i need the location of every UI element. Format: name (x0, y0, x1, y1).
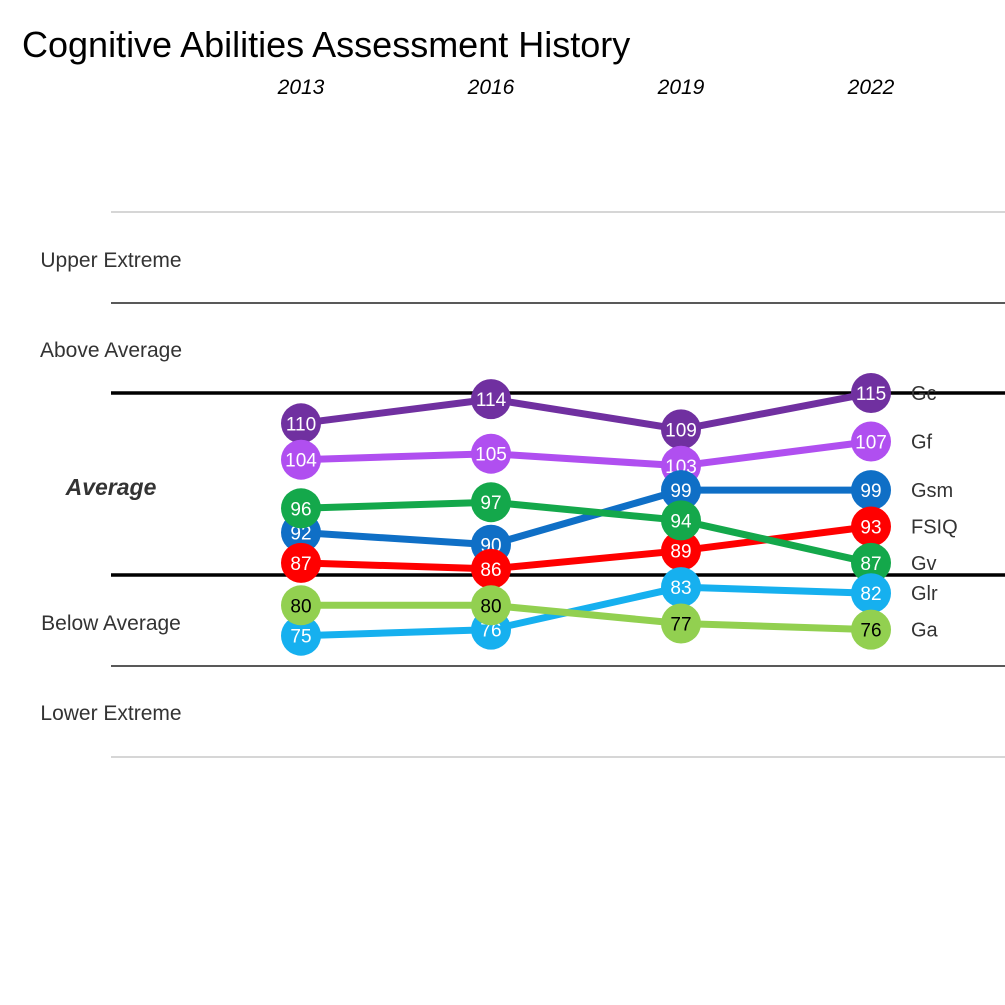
series-line-gv (297, 498, 875, 567)
year-labels: 2013 2016 2019 2022 (277, 76, 895, 99)
series-line-gc (297, 389, 875, 433)
data-label-glr-2016: 76 (480, 621, 501, 642)
data-point-gf-2013 (281, 439, 321, 480)
series-label-fsiq: FSIQ (911, 517, 958, 539)
data-label-gc-2016: 114 (476, 390, 507, 411)
series-glr: 75 76 83 82 Glr (281, 567, 938, 656)
band-label-average: Average (65, 474, 157, 500)
data-point-gsm-2022 (851, 470, 891, 511)
data-point-gc-2022 (851, 373, 891, 413)
data-point-gc-2013 (281, 403, 321, 444)
year-label-2019: 2019 (657, 76, 705, 99)
data-point-gv-2016 (471, 482, 511, 523)
series-line-gsm (297, 486, 875, 549)
series-line-ga (297, 601, 875, 634)
data-point-gv-2019 (661, 500, 701, 541)
data-label-gsm-2013: 92 (290, 524, 311, 545)
data-label-ga-2019: 77 (670, 615, 691, 636)
series-label-glr: Glr (911, 583, 938, 605)
data-point-ga-2013 (281, 585, 321, 626)
data-point-gc-2016 (471, 379, 511, 420)
series-label-gf: Gf (911, 432, 933, 454)
data-point-glr-2013 (281, 615, 321, 656)
series-label-gc: Gc (911, 383, 937, 405)
data-point-ga-2016 (471, 585, 511, 626)
band-label-upper-extreme: Upper Extreme (40, 249, 181, 272)
data-point-fsiq-2019 (661, 530, 701, 571)
data-point-gv-2013 (281, 488, 321, 529)
series-label-gv: Gv (911, 553, 937, 575)
series-label-ga: Ga (911, 620, 939, 642)
band-label-above-average: Above Average (40, 339, 182, 362)
data-point-ga-2022 (851, 609, 891, 650)
data-label-glr-2013: 75 (290, 627, 311, 648)
data-label-gv-2016: 97 (480, 493, 501, 514)
series-gc: 110 114 109 115 Gc (281, 373, 937, 450)
data-label-ga-2022: 76 (860, 621, 881, 642)
data-label-ga-2016: 80 (480, 596, 501, 617)
data-point-fsiq-2016 (471, 548, 511, 589)
band-label-lower-extreme: Lower Extreme (40, 702, 181, 725)
data-label-glr-2022: 82 (860, 584, 881, 605)
year-label-2016: 2016 (467, 76, 515, 99)
series-line-fsiq (297, 523, 875, 573)
data-point-fsiq-2022 (851, 506, 891, 547)
data-label-fsiq-2013: 87 (290, 554, 311, 575)
series-label-gsm: Gsm (911, 480, 953, 502)
data-label-gv-2019: 94 (670, 511, 692, 532)
data-label-glr-2019: 83 (670, 578, 691, 599)
data-point-gv-2022 (851, 542, 891, 583)
data-label-gv-2022: 87 (860, 554, 881, 575)
data-label-gc-2013: 110 (286, 414, 316, 435)
data-label-gv-2013: 96 (290, 499, 311, 520)
series-line-gf (297, 438, 875, 470)
series-line-glr (297, 583, 875, 640)
data-label-gsm-2022: 99 (860, 481, 881, 502)
data-point-glr-2019 (661, 567, 701, 608)
data-point-gc-2019 (661, 409, 701, 450)
chart-title: Cognitive Abilities Assessment History (22, 24, 630, 65)
year-label-2022: 2022 (847, 76, 895, 99)
data-point-gf-2022 (851, 421, 891, 462)
series-ga: 80 80 77 76 Ga (281, 585, 939, 650)
data-label-gc-2019: 109 (665, 420, 697, 441)
data-point-glr-2022 (851, 573, 891, 614)
year-label-2013: 2013 (277, 76, 325, 99)
data-point-ga-2019 (661, 603, 701, 644)
series-fsiq: 87 86 89 93 FSIQ (281, 506, 958, 589)
data-label-fsiq-2019: 89 (670, 542, 691, 563)
data-label-gc-2022: 115 (856, 384, 886, 405)
data-label-fsiq-2016: 86 (480, 560, 501, 581)
band-labels: Upper Extreme Above Average Average Belo… (40, 249, 182, 725)
data-label-fsiq-2022: 93 (860, 518, 881, 539)
data-point-gf-2016 (471, 433, 511, 474)
data-label-gf-2013: 104 (285, 451, 317, 472)
data-label-gf-2022: 107 (855, 433, 887, 454)
series-gv: 96 97 94 87 Gv (281, 482, 937, 583)
band-label-below-average: Below Average (41, 612, 181, 635)
data-point-fsiq-2013 (281, 542, 321, 583)
data-label-gf-2016: 105 (475, 445, 507, 466)
data-label-ga-2013: 80 (290, 596, 311, 617)
data-label-gsm-2019: 99 (670, 481, 691, 502)
data-point-gsm-2019 (661, 470, 701, 511)
